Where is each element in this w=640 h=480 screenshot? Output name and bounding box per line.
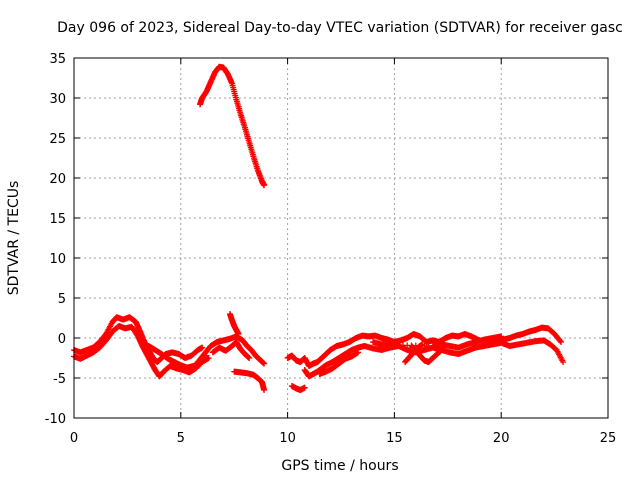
y-tick-label: -10 [45, 412, 66, 427]
data-point [199, 344, 206, 351]
y-tick-label: 15 [49, 212, 66, 227]
x-tick-label: 5 [177, 431, 185, 446]
series-arc-1b [71, 323, 212, 380]
series-arc-2c [288, 383, 308, 393]
y-tick-label: -5 [53, 372, 66, 387]
y-axis-label: SDTVAR / TECUs [6, 181, 22, 296]
data-point [261, 360, 268, 367]
data-point [560, 359, 567, 365]
data-point [261, 387, 268, 393]
series-arc-1d [194, 333, 268, 367]
data-point [235, 331, 242, 337]
x-tick-label: 15 [386, 431, 403, 446]
series-arc-1f [226, 311, 242, 337]
data-point [438, 347, 445, 353]
y-tick-label: 35 [49, 52, 66, 67]
x-axis-label: GPS time / hours [281, 458, 398, 474]
data-point [558, 339, 564, 345]
x-tick-label: 20 [493, 431, 510, 446]
chart-title: Day 096 of 2023, Sidereal Day-to-day VTE… [57, 20, 623, 36]
x-tick-label: 25 [600, 431, 617, 446]
data-points [71, 63, 567, 393]
series-arc-2f [316, 349, 362, 377]
series-arc-1g [231, 368, 268, 393]
plot-frame [73, 57, 609, 419]
x-tick-label: 10 [279, 431, 296, 446]
series-arc-1e [209, 339, 253, 361]
series-arc-2g [370, 333, 505, 351]
y-tick-label: 10 [49, 252, 66, 267]
y-tick-label: 25 [49, 132, 66, 147]
x-tick-label: 0 [70, 431, 78, 446]
data-point [355, 349, 362, 356]
data-point [557, 338, 564, 344]
data-point [301, 384, 308, 391]
axis-ticks: 0 5 10 15 20 25 -10 -5 0 5 10 15 20 25 30 35 [45, 52, 617, 446]
y-tick-label: 0 [58, 332, 66, 347]
data-point [246, 355, 253, 361]
series-arc-high [197, 63, 268, 189]
y-tick-label: 30 [49, 92, 66, 107]
y-tick-label: 20 [49, 172, 66, 187]
data-point [261, 182, 268, 189]
y-tick-label: 5 [58, 292, 66, 307]
data-point [498, 333, 505, 340]
